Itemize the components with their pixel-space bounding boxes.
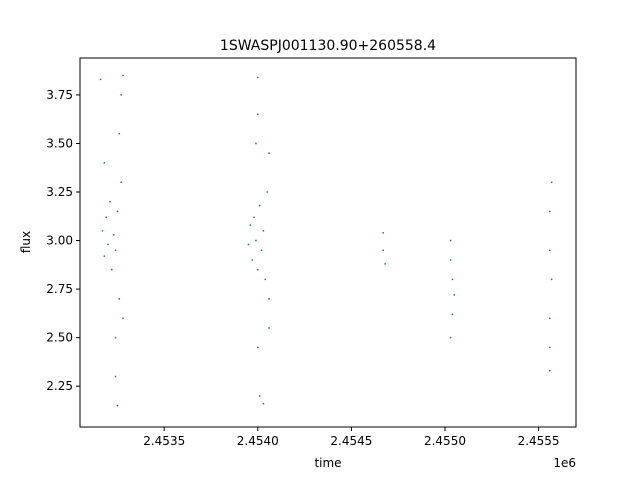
- data-point: [109, 200, 111, 203]
- y-tick-label: 2.75: [46, 282, 73, 296]
- data-point: [255, 239, 257, 242]
- data-point: [112, 233, 115, 236]
- data-point: [449, 239, 452, 242]
- x-axis-label: time: [314, 456, 341, 470]
- data-point: [264, 278, 267, 281]
- x-axis-offset-label: 1e6: [553, 456, 576, 470]
- data-point: [101, 229, 104, 232]
- data-point: [382, 231, 385, 234]
- data-point: [258, 204, 261, 207]
- data-point: [449, 336, 452, 339]
- y-tick-label: 3.00: [46, 234, 73, 248]
- data-point: [114, 249, 117, 252]
- data-point: [548, 249, 551, 252]
- data-point: [105, 216, 108, 219]
- data-point: [268, 297, 270, 300]
- data-point: [451, 278, 454, 281]
- x-tick-label: 2.4540: [237, 434, 279, 448]
- data-point: [114, 336, 117, 339]
- data-point: [262, 402, 265, 405]
- data-point: [548, 369, 551, 372]
- data-point: [384, 262, 386, 265]
- data-point: [256, 268, 259, 271]
- data-point: [120, 94, 123, 96]
- data-point: [268, 327, 270, 329]
- data-point: [268, 152, 270, 155]
- data-point: [247, 243, 250, 246]
- data-point: [256, 76, 259, 79]
- data-point: [251, 259, 254, 261]
- points-layer: [99, 74, 553, 407]
- data-point: [550, 278, 553, 281]
- data-point: [550, 181, 553, 184]
- data-point: [382, 249, 385, 252]
- data-point: [120, 181, 123, 184]
- data-point: [118, 132, 121, 135]
- data-point: [262, 229, 265, 232]
- data-point: [449, 259, 452, 261]
- data-point: [103, 255, 106, 257]
- data-point: [122, 74, 124, 77]
- x-tick-label: 2.4545: [330, 434, 372, 448]
- data-point: [114, 375, 117, 378]
- data-point: [116, 404, 119, 407]
- x-tick-label: 2.4555: [518, 434, 560, 448]
- data-point: [107, 243, 109, 246]
- y-tick-label: 2.50: [46, 331, 73, 345]
- data-point: [256, 346, 259, 349]
- data-point: [118, 297, 121, 300]
- data-point: [548, 346, 551, 349]
- data-point: [260, 249, 263, 252]
- data-point: [451, 313, 454, 316]
- y-tick-label: 2.25: [46, 379, 73, 393]
- y-axis: 2.25 2.50 2.75 3.00 3.25 3.50 3.75: [46, 88, 80, 393]
- y-tick-label: 3.75: [46, 88, 73, 102]
- chart-title: 1SWASPJ001130.90+260558.4: [220, 38, 436, 54]
- data-point: [453, 294, 456, 296]
- y-tick-label: 3.25: [46, 185, 73, 199]
- x-axis: 2.4535 2.4540 2.4545 2.4550 2.4555: [143, 427, 560, 448]
- data-point: [110, 268, 113, 271]
- data-point: [103, 161, 106, 164]
- data-point: [256, 113, 259, 116]
- plot-frame: [79, 57, 577, 428]
- data-point: [122, 317, 124, 320]
- data-point: [266, 191, 269, 193]
- data-point: [99, 78, 102, 81]
- data-point: [258, 395, 261, 397]
- data-point: [253, 216, 255, 219]
- y-axis-label: flux: [19, 231, 33, 253]
- data-point: [548, 210, 551, 213]
- data-point: [548, 317, 551, 320]
- x-tick-label: 2.4535: [143, 434, 185, 448]
- y-tick-label: 3.50: [46, 136, 73, 150]
- data-point: [255, 142, 257, 145]
- data-point: [249, 224, 252, 226]
- data-point: [116, 210, 119, 213]
- x-tick-label: 2.4550: [424, 434, 466, 448]
